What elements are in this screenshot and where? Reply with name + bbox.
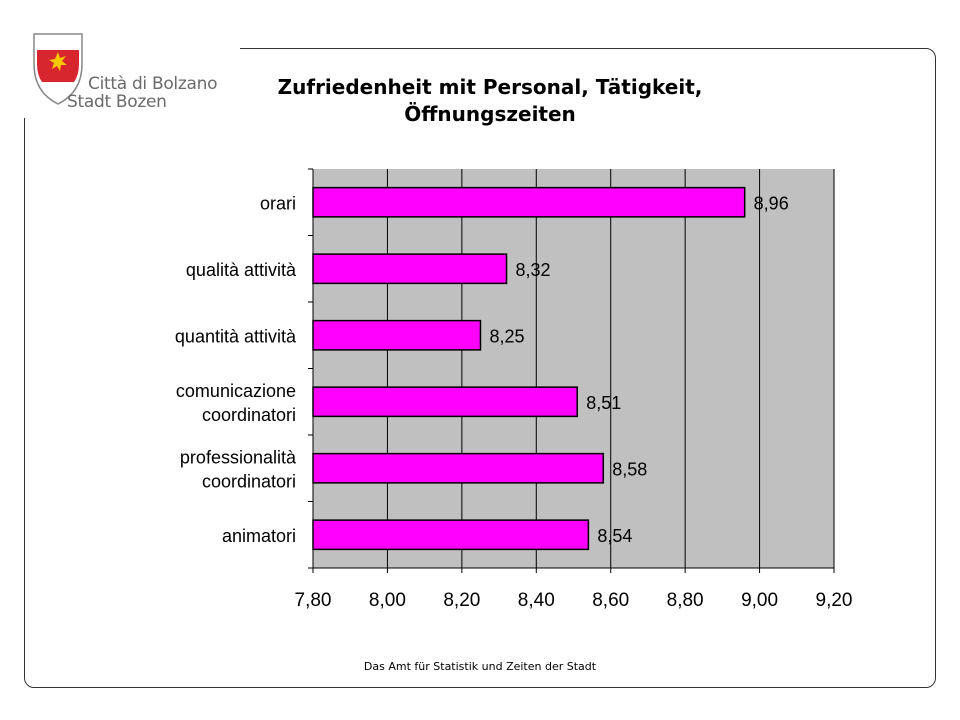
category-label: coordinatori: [202, 471, 296, 491]
category-label: professionalità: [180, 447, 297, 467]
city-coat-of-arms-icon: [33, 33, 83, 105]
x-tick-label: 9,00: [741, 590, 778, 611]
category-label: coordinatori: [202, 405, 296, 425]
x-tick-label: 8,20: [443, 590, 480, 611]
x-tick-label: 7,80: [295, 590, 332, 611]
category-label: qualità attività: [186, 260, 297, 280]
x-tick-label: 8,40: [518, 590, 555, 611]
data-label: 8,51: [586, 393, 621, 413]
category-label: comunicazione: [176, 381, 296, 401]
x-tick-label: 8,60: [592, 590, 629, 611]
bar: [312, 186, 746, 218]
data-label: 8,32: [516, 260, 551, 280]
x-tick-label: 9,20: [816, 590, 853, 611]
x-tick-label: 8,00: [369, 590, 406, 611]
x-tick-label: 8,80: [667, 590, 704, 611]
category-label: orari: [260, 193, 296, 213]
data-label: 8,96: [754, 193, 789, 213]
category-label: animatori: [222, 526, 296, 546]
bar: [312, 519, 590, 551]
data-label: 8,54: [597, 526, 632, 546]
data-label: 8,58: [612, 459, 647, 479]
chart-title: Zufriedenheit mit Personal, Tätigkeit, Ö…: [277, 75, 703, 126]
slide-frame: [24, 48, 936, 688]
plot-area: [313, 169, 834, 568]
bar: [312, 386, 578, 418]
bar: [312, 253, 508, 285]
footer-credit: Das Amt für Statistik und Zeiten der Sta…: [363, 660, 597, 673]
city-name-german: Stadt Bozen: [67, 92, 167, 112]
city-name-italian: Città di Bolzano: [88, 74, 218, 94]
category-label: quantità attività: [175, 326, 297, 346]
bar: [312, 452, 605, 484]
bar: [312, 319, 482, 351]
data-label: 8,25: [489, 326, 524, 346]
